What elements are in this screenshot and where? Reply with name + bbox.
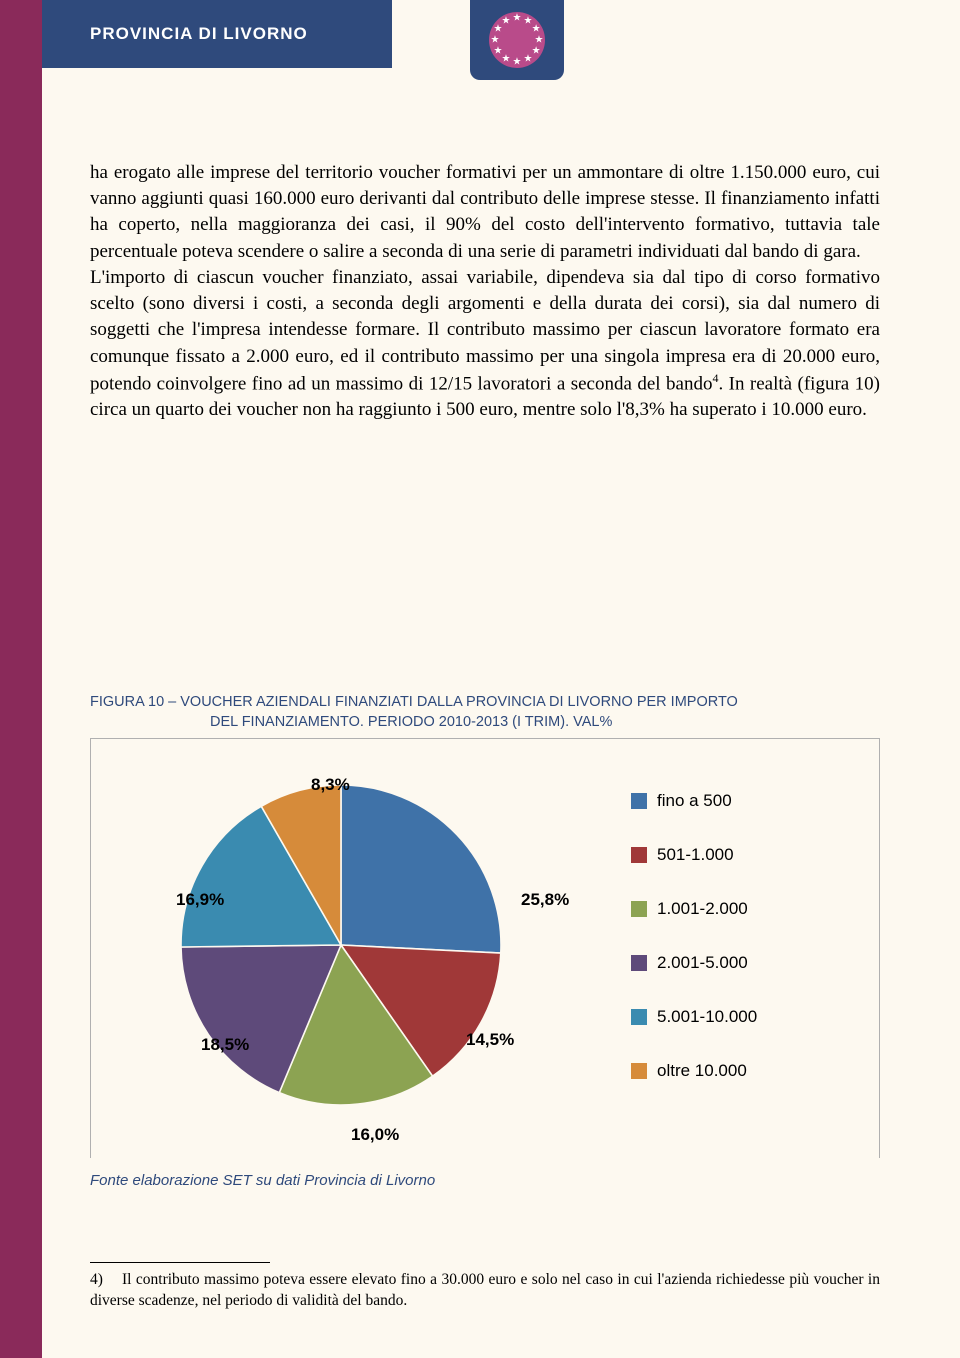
- legend-swatch: [631, 1063, 647, 1079]
- pie-chart: 25,8%14,5%16,0%18,5%16,9%8,3% fino a 500…: [90, 738, 880, 1158]
- header-title: PROVINCIA DI LIVORNO: [90, 24, 308, 44]
- legend-label: 5.001-10.000: [657, 1007, 757, 1027]
- figure-title-line1: FIGURA 10 – VOUCHER AZIENDALI FINANZIATI…: [90, 692, 880, 712]
- legend-item: oltre 10.000: [631, 1061, 757, 1081]
- chart-caption: Fonte elaborazione SET su dati Provincia…: [90, 1172, 435, 1189]
- legend-item: 2.001-5.000: [631, 953, 757, 973]
- legend-label: 2.001-5.000: [657, 953, 748, 973]
- legend-swatch: [631, 847, 647, 863]
- legend-label: oltre 10.000: [657, 1061, 747, 1081]
- pie-slice-label: 14,5%: [466, 1030, 514, 1050]
- header-bar: PROVINCIA DI LIVORNO: [42, 0, 392, 68]
- legend-swatch: [631, 793, 647, 809]
- pie-slice-label: 16,0%: [351, 1125, 399, 1145]
- eu-star-ring: ★★★★★★★★★★★★: [489, 12, 545, 68]
- pie-wrap: 25,8%14,5%16,0%18,5%16,9%8,3%: [181, 785, 501, 1105]
- footnote-text: Il contributo massimo poteva essere elev…: [90, 1271, 880, 1309]
- footnote-rule: [90, 1262, 270, 1263]
- pie-slice: [341, 785, 501, 953]
- body-paragraph: ha erogato alle imprese del territorio v…: [90, 160, 880, 424]
- eu-badge: ★★★★★★★★★★★★: [470, 0, 564, 80]
- pie-slice-label: 16,9%: [176, 890, 224, 910]
- pie-slice-label: 8,3%: [311, 775, 350, 795]
- legend-swatch: [631, 901, 647, 917]
- legend-swatch: [631, 955, 647, 971]
- footnote: 4)Il contributo massimo poteva essere el…: [90, 1270, 880, 1312]
- pie-svg: [181, 785, 501, 1105]
- legend-label: 501-1.000: [657, 845, 734, 865]
- sidebar-stripe: [0, 0, 42, 1358]
- chart-legend: fino a 500 501-1.000 1.001-2.000 2.001-5.00…: [631, 791, 757, 1115]
- legend-item: 5.001-10.000: [631, 1007, 757, 1027]
- figure-title-line2: DEL FINANZIAMENTO. PERIODO 2010-2013 (I …: [90, 712, 880, 732]
- legend-swatch: [631, 1009, 647, 1025]
- pie-slice-label: 18,5%: [201, 1035, 249, 1055]
- legend-label: 1.001-2.000: [657, 899, 748, 919]
- figure-title: FIGURA 10 – VOUCHER AZIENDALI FINANZIATI…: [90, 692, 880, 733]
- pie-slice-label: 25,8%: [521, 890, 569, 910]
- legend-item: fino a 500: [631, 791, 757, 811]
- footnote-number: 4): [90, 1270, 122, 1291]
- legend-label: fino a 500: [657, 791, 732, 811]
- legend-item: 501-1.000: [631, 845, 757, 865]
- legend-item: 1.001-2.000: [631, 899, 757, 919]
